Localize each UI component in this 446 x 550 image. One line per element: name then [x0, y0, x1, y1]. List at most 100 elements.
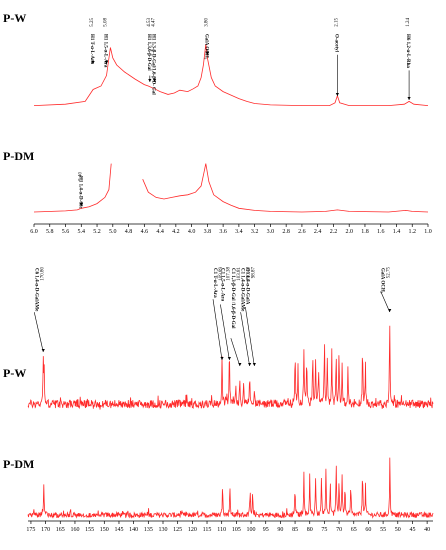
x-tick-label: 4.4 — [156, 229, 164, 235]
annotation-arrow — [240, 312, 250, 367]
peak-shift-label: 5.08 — [103, 18, 108, 27]
x-tick-label: 45 — [409, 527, 415, 533]
x-tick-label: 145 — [114, 527, 123, 533]
x-tick-label: 5.0 — [109, 229, 117, 235]
x-tick-label: 115 — [203, 527, 212, 533]
x-tick-label: 4.2 — [172, 229, 180, 235]
x-tick-label: 3.4 — [235, 229, 243, 235]
annotation-arrowhead — [335, 93, 339, 96]
x-tick-label: 1.2 — [408, 229, 416, 235]
annotation-arrowhead — [152, 79, 157, 82]
annotation-arrow — [212, 299, 223, 361]
peak-annotation: C1 1,4-α-D-GalAMe — [240, 268, 245, 312]
x-tick-label: 110 — [217, 527, 226, 533]
x-tick-label: 80 — [307, 527, 313, 533]
x-tick-label: 2.4 — [314, 229, 322, 235]
x-tick-label: 4.6 — [141, 229, 149, 235]
annotation-arrowhead — [248, 363, 252, 366]
x-tick-label: 5.4 — [78, 229, 86, 235]
peak-shift-label: 103.81 — [237, 267, 242, 281]
x-tick-label: 120 — [188, 527, 197, 533]
x-tick-label: 6.0 — [30, 229, 38, 235]
peak-shift-label: 5.25 — [90, 18, 95, 27]
annotation-arrowhead — [227, 357, 231, 360]
annotation-arrowhead — [220, 357, 224, 360]
x-tick-label: 70 — [336, 527, 342, 533]
x-tick-label: 5.8 — [46, 229, 54, 235]
annotation-arrowhead — [238, 363, 242, 366]
x-tick-label: 165 — [56, 527, 65, 533]
x-tick-label: 1.8 — [361, 229, 369, 235]
annotation-arrowhead — [104, 61, 109, 64]
annotation-arrowhead — [148, 79, 152, 82]
x-tick-label: 2.2 — [330, 229, 338, 235]
peak-shift-label: 98.87 — [251, 267, 256, 279]
series-line-p-dm — [33, 163, 429, 213]
peak-annotation: GalA OCH₃ — [380, 268, 385, 294]
series-line-p-dm — [27, 457, 434, 519]
peak-shift-label: 170.80 — [40, 267, 45, 281]
annotation-arrowhead — [388, 309, 392, 312]
x-tick-label: 60 — [365, 527, 371, 533]
x-tick-label: 1.4 — [393, 229, 401, 235]
proton-nmr-panel: P-W P-DM 6.0 5.8 5.6 5.4 5.2 5.0 4.8 4.6 4.4 4.2 4.0… — [3, 11, 432, 235]
x-tick-label: 5.2 — [93, 229, 101, 235]
annotation-arrowhead — [205, 52, 209, 55]
x-tick-label: 85 — [292, 527, 298, 533]
x-tick-label: 3.6 — [219, 229, 227, 235]
peak-annotation: H6 1,2-α-L-Rha — [405, 34, 410, 68]
peak-annotation: H1 1,5-α-L-Ara — [102, 34, 107, 68]
x-tick-label: 175 — [26, 527, 35, 533]
peak-annotation: C1 1,5-α-L-Ara — [219, 268, 224, 302]
peak-annotation: H1 1,3-β-D-Gal/1,6-β-D- Gal — [151, 34, 156, 95]
x-tick-label: 3.2 — [251, 229, 259, 235]
x-tick-label: 5.6 — [62, 229, 70, 235]
x-tick-label: 3.8 — [204, 229, 212, 235]
panel-label-p-w: P-W — [3, 366, 26, 380]
x-tick-label: 50 — [395, 527, 401, 533]
peak-annotation: C1 T-α-L-Ara — [212, 268, 217, 298]
peak-annotation: C6 1,4-α-D-GalAMe — [33, 268, 38, 312]
annotation-arrowhead — [91, 61, 95, 64]
annotation-arrowhead — [41, 349, 45, 352]
peak-annotation: C1 1,3-β-D-Gal /1,6-β-D-Gal — [230, 268, 235, 329]
annotation-arrowhead — [79, 203, 83, 206]
peak-shift-label: 2.15 — [334, 18, 339, 27]
peak-shift-label: 4.47 — [152, 18, 157, 27]
annotation-arrow — [245, 306, 255, 367]
annotation-arrowhead — [407, 97, 411, 100]
x-tick-label: 4.0 — [188, 229, 196, 235]
x-tick-label: 75 — [321, 527, 327, 533]
x-tick-label: 135 — [144, 527, 153, 533]
x-tick-label: 65 — [351, 527, 357, 533]
series-line-p-w — [27, 325, 434, 410]
peak-shift-label: 107.38 — [226, 267, 231, 281]
x-tick-label: 155 — [85, 527, 94, 533]
peak-shift-label: 52.75 — [387, 267, 392, 279]
panel-label-p-dm: P-DM — [3, 457, 34, 471]
x-tick-label: 2.0 — [345, 229, 353, 235]
x-tick-label: 90 — [277, 527, 283, 533]
annotation-arrowhead — [252, 363, 256, 366]
x-tick-label: 55 — [380, 527, 386, 533]
panel-label-p-dm: P-DM — [3, 149, 34, 163]
peak-annotation: O-acetyl — [333, 34, 338, 53]
panel-label-p-w: P-W — [3, 11, 26, 25]
x-tick-label: 2.6 — [298, 229, 306, 235]
peak-shift-label: 5.40 — [78, 172, 83, 181]
x-tick-label: 1.0 — [424, 229, 432, 235]
peak-annotation: C1 1,4-α-D-GalA — [244, 268, 249, 305]
x-tick-label: 140 — [129, 527, 138, 533]
x-tick-label: 4.8 — [125, 229, 133, 235]
series-line-p-w — [33, 43, 429, 106]
x-tick-label: 170 — [41, 527, 50, 533]
x-tick-label: 3.0 — [267, 229, 275, 235]
annotation-arrow — [380, 291, 390, 313]
x-tick-label: 105 — [232, 527, 241, 533]
x-tick-label: 95 — [263, 527, 269, 533]
x-tick-label: 150 — [100, 527, 109, 533]
peak-annotation: H1 1,4-α-D-Glc — [77, 176, 82, 210]
peak-shift-label: 3.80 — [204, 18, 209, 27]
peak-annotation: H1 T-α-L-Ara — [89, 34, 94, 64]
